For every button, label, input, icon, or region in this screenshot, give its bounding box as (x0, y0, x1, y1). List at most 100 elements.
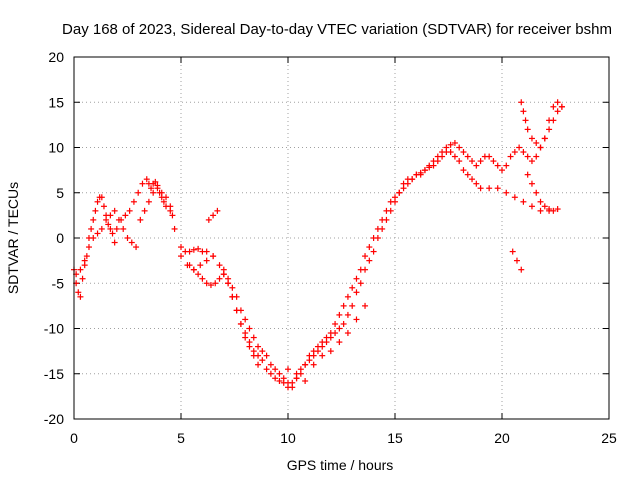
data-point (357, 280, 364, 287)
data-point (285, 379, 291, 386)
data-point (509, 248, 516, 255)
data-point (430, 162, 437, 169)
data-point (554, 206, 561, 213)
data-point (107, 225, 114, 232)
data-point (229, 293, 236, 300)
data-point (205, 216, 212, 223)
data-point (195, 245, 202, 252)
data-point (124, 235, 131, 241)
data-point (75, 289, 82, 296)
data-point (242, 316, 249, 323)
data-point (421, 167, 428, 174)
data-point (285, 366, 291, 373)
data-point (233, 307, 240, 314)
data-point (77, 293, 84, 300)
data-point (83, 253, 90, 260)
data-point (250, 334, 257, 341)
data-point (272, 375, 279, 382)
data-point (340, 302, 347, 309)
data-point (190, 246, 197, 253)
data-point (85, 244, 92, 251)
data-point (507, 153, 514, 160)
data-point (203, 248, 210, 255)
data-point (344, 330, 351, 337)
data-point (310, 361, 317, 368)
x-tick-label: 15 (387, 430, 403, 446)
data-point (107, 212, 114, 219)
data-point (370, 235, 377, 241)
data-point (133, 244, 140, 251)
data-point (477, 158, 484, 165)
data-point (310, 348, 317, 355)
data-point (276, 370, 283, 377)
data-point (169, 212, 176, 219)
data-point (518, 99, 525, 106)
data-point (349, 302, 356, 309)
data-point (524, 126, 531, 133)
data-point (148, 185, 155, 192)
data-point (336, 311, 343, 318)
data-point (139, 180, 146, 187)
data-point (263, 366, 270, 373)
x-tick-labels: 0 5 10 15 20 25 (70, 430, 617, 446)
data-point (150, 189, 157, 196)
data-point (362, 302, 369, 309)
data-point (178, 253, 184, 260)
data-point (130, 198, 137, 205)
data-point (503, 189, 510, 196)
data-point (81, 257, 88, 264)
data-point (109, 230, 116, 237)
plot-frame (73, 56, 610, 420)
data-point (306, 352, 313, 359)
data-point (353, 289, 360, 296)
y-tick-label: -5 (52, 275, 65, 291)
data-point (319, 352, 326, 359)
data-point (460, 167, 467, 174)
data-point (197, 262, 204, 269)
x-axis-label: GPS time / hours (287, 457, 394, 473)
data-point (122, 212, 129, 219)
data-point (267, 361, 274, 368)
data-point (353, 316, 360, 323)
data-point (533, 189, 540, 196)
data-point (434, 158, 441, 165)
y-tick-label: 20 (48, 49, 64, 65)
data-point (178, 244, 184, 251)
data-point (255, 343, 262, 350)
data-point (494, 162, 501, 169)
data-point (100, 203, 107, 210)
data-point (546, 126, 553, 133)
data-point (280, 375, 287, 382)
x-tick-label: 20 (494, 430, 510, 446)
data-point (186, 262, 193, 269)
data-point (137, 216, 144, 223)
data-point (246, 325, 253, 332)
data-point (494, 185, 501, 192)
x-tick-label: 10 (280, 430, 296, 446)
data-point (477, 185, 484, 192)
data-point (297, 366, 304, 373)
x-tick-label: 5 (177, 430, 185, 446)
data-point (167, 203, 174, 210)
data-point (220, 271, 227, 278)
data-point (353, 275, 360, 282)
data-point (387, 198, 394, 205)
data-point (357, 266, 364, 273)
data-point (524, 153, 531, 160)
data-point (528, 158, 535, 165)
data-point (528, 135, 535, 142)
data-point (344, 293, 351, 300)
grid-lines (74, 57, 609, 419)
data-point (327, 330, 334, 337)
y-tick-label: -20 (44, 411, 64, 427)
data-point (404, 180, 411, 187)
data-point (550, 103, 557, 110)
data-point (528, 180, 535, 187)
data-point (417, 169, 424, 176)
y-tick-label: 15 (48, 94, 64, 110)
data-point (349, 284, 356, 291)
data-point (105, 221, 112, 228)
data-point (469, 158, 476, 165)
data-point (302, 377, 309, 384)
